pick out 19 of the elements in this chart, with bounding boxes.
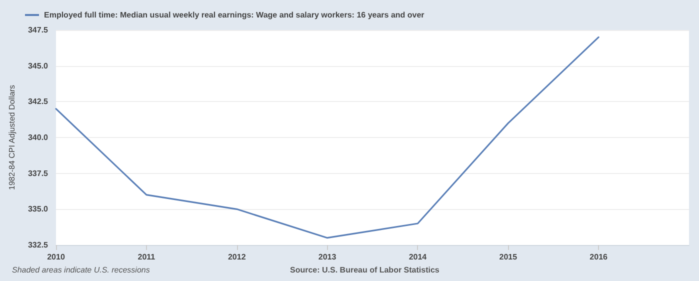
source-note: Source: U.S. Bureau of Labor Statistics [290,266,440,274]
legend-label: Employed full time: Median usual weekly real earnings: Wage and salary workers: 16 years and over [44,10,424,20]
text: Shaded areas indicate U.S. recessions [12,266,150,274]
y-tick-label: 345.0 [28,61,49,70]
x-tick-label: 2015 [499,252,518,262]
x-tick-label: 2014 [408,252,428,262]
y-tick-label: 347.5 [28,26,49,34]
x-tick-label: 2013 [318,252,337,262]
y-axis-title: 1982-84 CPI Adjusted Dollars [8,85,16,190]
y-tick-label: 342.5 [28,97,49,106]
y-tick-label: 335.0 [28,204,49,214]
x-tick-label: 2010 [47,252,66,262]
line-series [55,36,600,239]
y-tick-label: 340.0 [28,133,49,142]
x-tick-label: 2011 [138,252,156,262]
y-tick-label: 332.5 [28,240,49,250]
x-tick-label: 2016 [590,252,608,262]
y-tick-label: 337.5 [28,168,49,178]
x-tick-label: 2012 [228,252,246,262]
